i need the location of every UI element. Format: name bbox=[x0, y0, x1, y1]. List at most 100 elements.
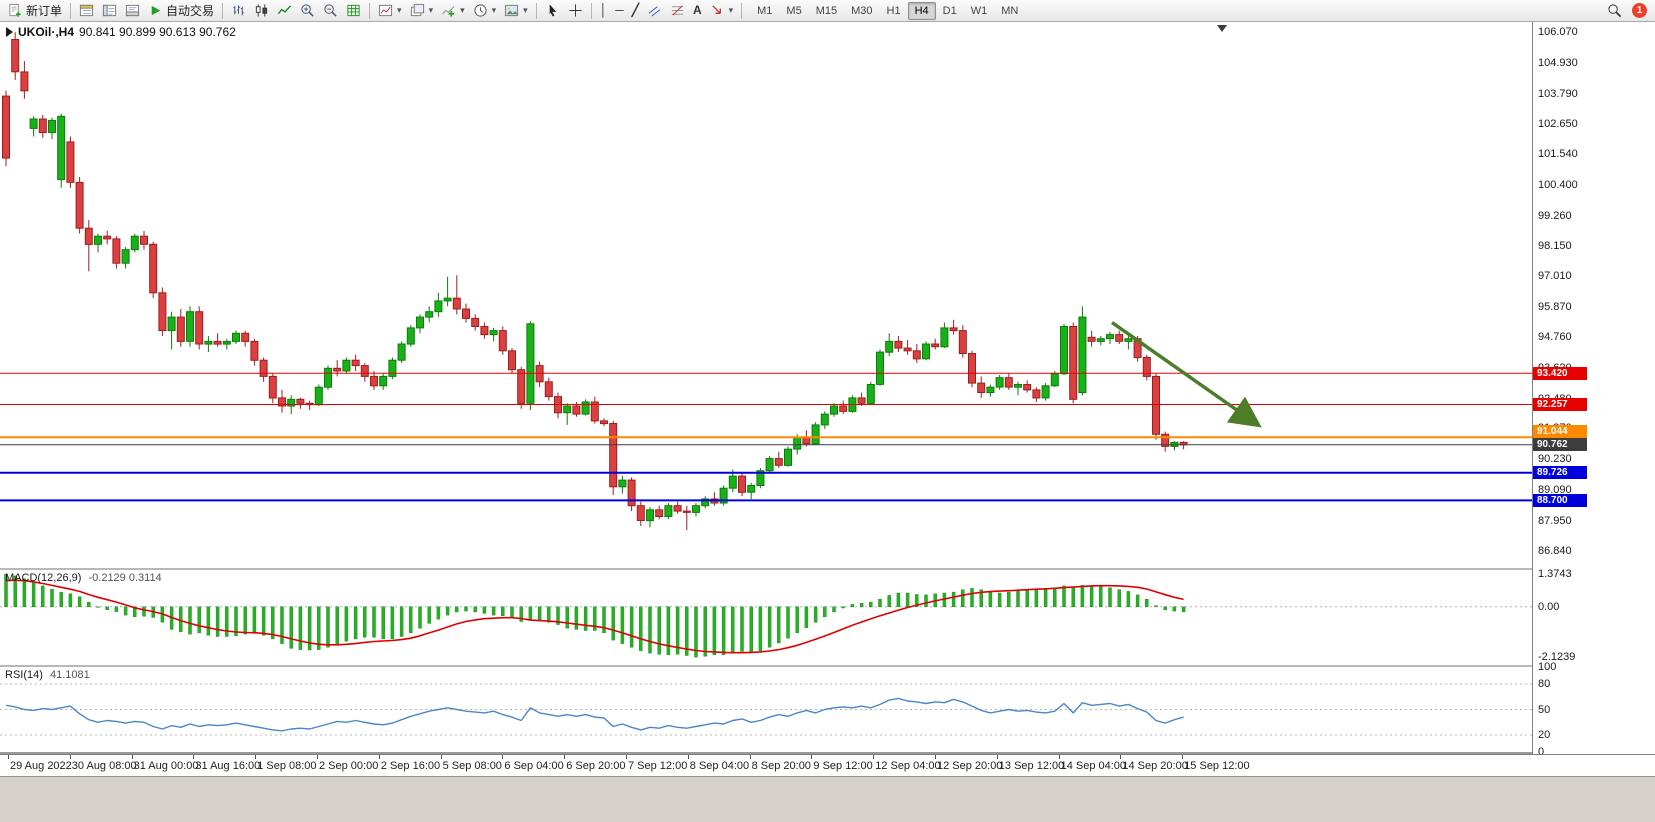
channel-button[interactable] bbox=[643, 0, 666, 21]
price-axis-label: 98.150 bbox=[1538, 239, 1572, 252]
crosshair-icon bbox=[569, 4, 582, 17]
bar-chart-button[interactable] bbox=[227, 0, 250, 21]
macd-bar bbox=[703, 606, 707, 657]
new-order-button[interactable]: 新订单 bbox=[4, 0, 66, 21]
horizontal-line-icon: ─ bbox=[615, 3, 624, 17]
timeframe-button-w1[interactable]: W1 bbox=[970, 4, 988, 17]
timeframe-button-m1[interactable]: M1 bbox=[757, 4, 773, 17]
macd-bar bbox=[455, 606, 459, 613]
candle bbox=[590, 396, 599, 424]
macd-bar bbox=[675, 606, 680, 655]
indicators-button[interactable]: ▾ bbox=[437, 0, 469, 21]
fibonacci-button[interactable] bbox=[666, 0, 689, 21]
macd-chart[interactable] bbox=[0, 570, 1532, 665]
timeframe-group: M1 M5 M15 M30 H1 H4 D1 W1 MN bbox=[750, 1, 1025, 20]
zoom-out-button[interactable] bbox=[319, 0, 342, 21]
macd-bar bbox=[537, 606, 542, 622]
trend-arrow[interactable] bbox=[1110, 321, 1262, 428]
rsi-pane[interactable]: RSI(14) 41.1081 bbox=[0, 667, 1532, 752]
templates-button[interactable]: ▾ bbox=[500, 0, 532, 21]
candle bbox=[903, 340, 912, 355]
time-axis-label: 15 Sep 12:00 bbox=[1184, 760, 1250, 772]
time-axis[interactable]: 29 Aug 2022 30 Aug 08:00 31 Aug 00:00 31 Au… bbox=[0, 754, 1655, 777]
candle bbox=[922, 341, 930, 361]
autotrade-button[interactable]: 自动交易 bbox=[144, 0, 218, 21]
macd-bar bbox=[887, 595, 891, 607]
trendline-button[interactable]: ╱ bbox=[628, 0, 643, 21]
navigator-button[interactable] bbox=[98, 0, 121, 21]
time-axis-tick bbox=[749, 755, 751, 759]
price-axis-label: 94.760 bbox=[1538, 331, 1572, 343]
timeframe-button-h4[interactable]: H4 bbox=[907, 1, 936, 20]
one-click-trading-toggle[interactable] bbox=[6, 27, 13, 37]
macd-bar bbox=[740, 606, 744, 652]
timeframe-button-mn[interactable]: MN bbox=[1001, 4, 1019, 17]
periods-button[interactable]: ▾ bbox=[469, 0, 501, 21]
main-chart-svg bbox=[0, 32, 1532, 530]
timeframe-button-m15[interactable]: M15 bbox=[815, 4, 838, 17]
price-axis-label: 99.260 bbox=[1538, 209, 1572, 222]
macd-label-row: MACD(12,26,9) -0.2129 0.3114 bbox=[5, 572, 162, 584]
price-axis[interactable]: 106.070 104.930 103.790 102.650 101.540 100.4… bbox=[1532, 22, 1655, 758]
candle bbox=[1041, 383, 1050, 401]
rsi-chart[interactable] bbox=[0, 667, 1532, 752]
macd-bar bbox=[1025, 589, 1029, 608]
rsi-axis-label: 100 bbox=[1538, 661, 1557, 673]
cursor-button[interactable] bbox=[541, 0, 564, 21]
macd-values: -0.2129 0.3114 bbox=[88, 572, 162, 584]
line-chart-icon bbox=[277, 5, 292, 15]
horizontal-line-button[interactable]: ─ bbox=[611, 0, 628, 21]
dropdown-caret-icon: ▾ bbox=[397, 5, 402, 15]
macd-bar bbox=[482, 606, 487, 614]
text-button[interactable]: A bbox=[689, 0, 706, 21]
time-axis-tick bbox=[564, 755, 566, 759]
main-chart-pane[interactable]: UKOil·,H4 90.841 90.899 90.613 90.762 bbox=[0, 22, 1532, 568]
terminal-button[interactable] bbox=[121, 0, 144, 21]
candle bbox=[112, 236, 121, 269]
macd-bar bbox=[317, 606, 321, 650]
pane-resize-handle[interactable] bbox=[0, 568, 1655, 570]
candle bbox=[931, 338, 940, 350]
candle bbox=[94, 233, 102, 253]
macd-bar bbox=[731, 606, 735, 654]
candle bbox=[1142, 354, 1151, 381]
chart-shift-marker[interactable] bbox=[1217, 25, 1227, 32]
line-chart-button[interactable] bbox=[273, 0, 296, 21]
profiles-button[interactable]: ▾ bbox=[406, 0, 438, 21]
zoom-in-button[interactable] bbox=[296, 0, 319, 21]
candle bbox=[379, 373, 388, 390]
chart-window[interactable]: UKOil·,H4 90.841 90.899 90.613 90.762 MA… bbox=[0, 22, 1655, 822]
pane-resize-handle[interactable] bbox=[0, 665, 1655, 667]
macd-bar bbox=[795, 606, 799, 634]
timeframe-button-h1[interactable]: H1 bbox=[886, 4, 901, 17]
macd-bar bbox=[510, 606, 514, 619]
time-axis-tick bbox=[1120, 755, 1122, 759]
notification-badge[interactable]: 1 bbox=[1632, 3, 1647, 18]
new-chart-button[interactable]: ▾ bbox=[374, 0, 406, 21]
macd-pane[interactable]: MACD(12,26,9) -0.2129 0.3114 bbox=[0, 570, 1532, 665]
macd-bar bbox=[13, 575, 17, 607]
toolbar-right-cluster: 1 bbox=[1603, 0, 1651, 21]
timeframe-button-d1[interactable]: D1 bbox=[942, 4, 957, 17]
candle bbox=[802, 430, 811, 447]
arrows-button[interactable]: ▾ bbox=[706, 0, 738, 21]
macd-bar bbox=[611, 606, 615, 641]
time-axis-tick bbox=[255, 755, 257, 759]
search-button[interactable] bbox=[1603, 0, 1626, 21]
timeframe-button-m5[interactable]: M5 bbox=[786, 4, 802, 17]
crosshair-button[interactable] bbox=[564, 0, 587, 21]
macd-bar bbox=[639, 606, 643, 651]
candle bbox=[738, 473, 746, 497]
candlestick-chart[interactable] bbox=[0, 22, 1532, 568]
candlestick-chart-button[interactable] bbox=[250, 0, 273, 21]
candle bbox=[434, 292, 443, 318]
time-axis-label: 12 Sep 04:00 bbox=[875, 760, 941, 772]
market-watch-button[interactable] bbox=[75, 0, 98, 21]
macd-bar bbox=[777, 606, 781, 644]
candle bbox=[958, 325, 967, 358]
timeframe-button-m30[interactable]: M30 bbox=[851, 4, 873, 17]
macd-bar bbox=[1062, 585, 1066, 607]
candle bbox=[1124, 336, 1133, 350]
grid-button[interactable] bbox=[342, 0, 365, 21]
vertical-line-button[interactable]: │ bbox=[596, 0, 612, 21]
